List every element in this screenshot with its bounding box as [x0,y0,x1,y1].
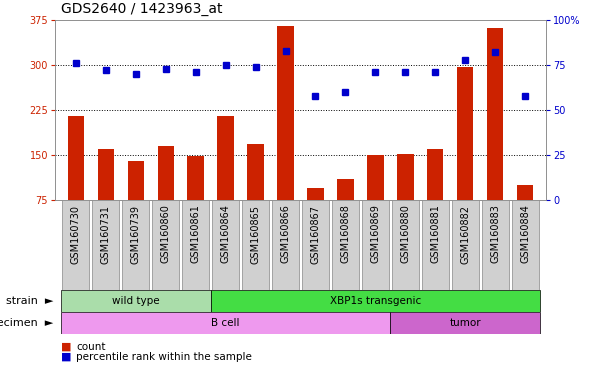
Bar [61,290,211,311]
Bar [487,28,503,200]
Text: specimen  ►: specimen ► [0,318,53,328]
Text: GSM160884: GSM160884 [520,205,530,263]
Text: B cell: B cell [212,318,240,328]
Text: wild type: wild type [112,296,160,306]
Bar [511,200,538,290]
Text: ■: ■ [61,342,72,352]
Text: GSM160869: GSM160869 [370,205,380,263]
Bar [362,200,389,290]
Bar [61,313,390,334]
Text: GSM160881: GSM160881 [430,205,440,263]
Bar [367,155,383,200]
Bar [481,200,508,290]
Bar [157,146,174,200]
Text: ■: ■ [61,352,72,362]
Bar [452,200,478,290]
Text: GSM160867: GSM160867 [311,205,320,263]
Bar [248,144,264,200]
Text: GSM160864: GSM160864 [221,205,231,263]
Text: percentile rank within the sample: percentile rank within the sample [76,352,252,362]
Text: GSM160868: GSM160868 [340,205,350,263]
Bar [307,188,324,200]
Bar [93,200,120,290]
Bar [457,67,474,200]
Text: GSM160730: GSM160730 [71,205,81,263]
Text: strain  ►: strain ► [5,296,53,306]
Bar [390,313,540,334]
Text: GSM160866: GSM160866 [281,205,290,263]
Bar [123,200,149,290]
Bar [422,200,449,290]
Bar [427,149,444,200]
Bar [182,200,209,290]
Bar [277,26,294,200]
Text: GSM160883: GSM160883 [490,205,500,263]
Text: GSM160731: GSM160731 [101,205,111,263]
Text: XBP1s transgenic: XBP1s transgenic [330,296,421,306]
Bar [218,116,234,200]
Bar [332,200,359,290]
Bar [212,200,239,290]
Bar [302,200,329,290]
Text: GSM160882: GSM160882 [460,205,470,263]
Text: GSM160865: GSM160865 [251,205,261,263]
Bar [517,185,533,200]
Text: GSM160739: GSM160739 [131,205,141,263]
Bar [68,116,84,200]
Bar [397,154,413,200]
Bar [272,200,299,290]
Text: GDS2640 / 1423963_at: GDS2640 / 1423963_at [61,2,222,16]
Text: count: count [76,342,106,352]
Bar [392,200,419,290]
Text: GSM160880: GSM160880 [400,205,410,263]
Bar [63,200,90,290]
Bar [242,200,269,290]
Text: GSM160860: GSM160860 [161,205,171,263]
Bar [127,161,144,200]
Text: GSM160861: GSM160861 [191,205,201,263]
Bar [211,290,540,311]
Bar [152,200,179,290]
Bar [337,179,353,200]
Bar [98,149,114,200]
Text: tumor: tumor [450,318,481,328]
Bar [188,156,204,200]
